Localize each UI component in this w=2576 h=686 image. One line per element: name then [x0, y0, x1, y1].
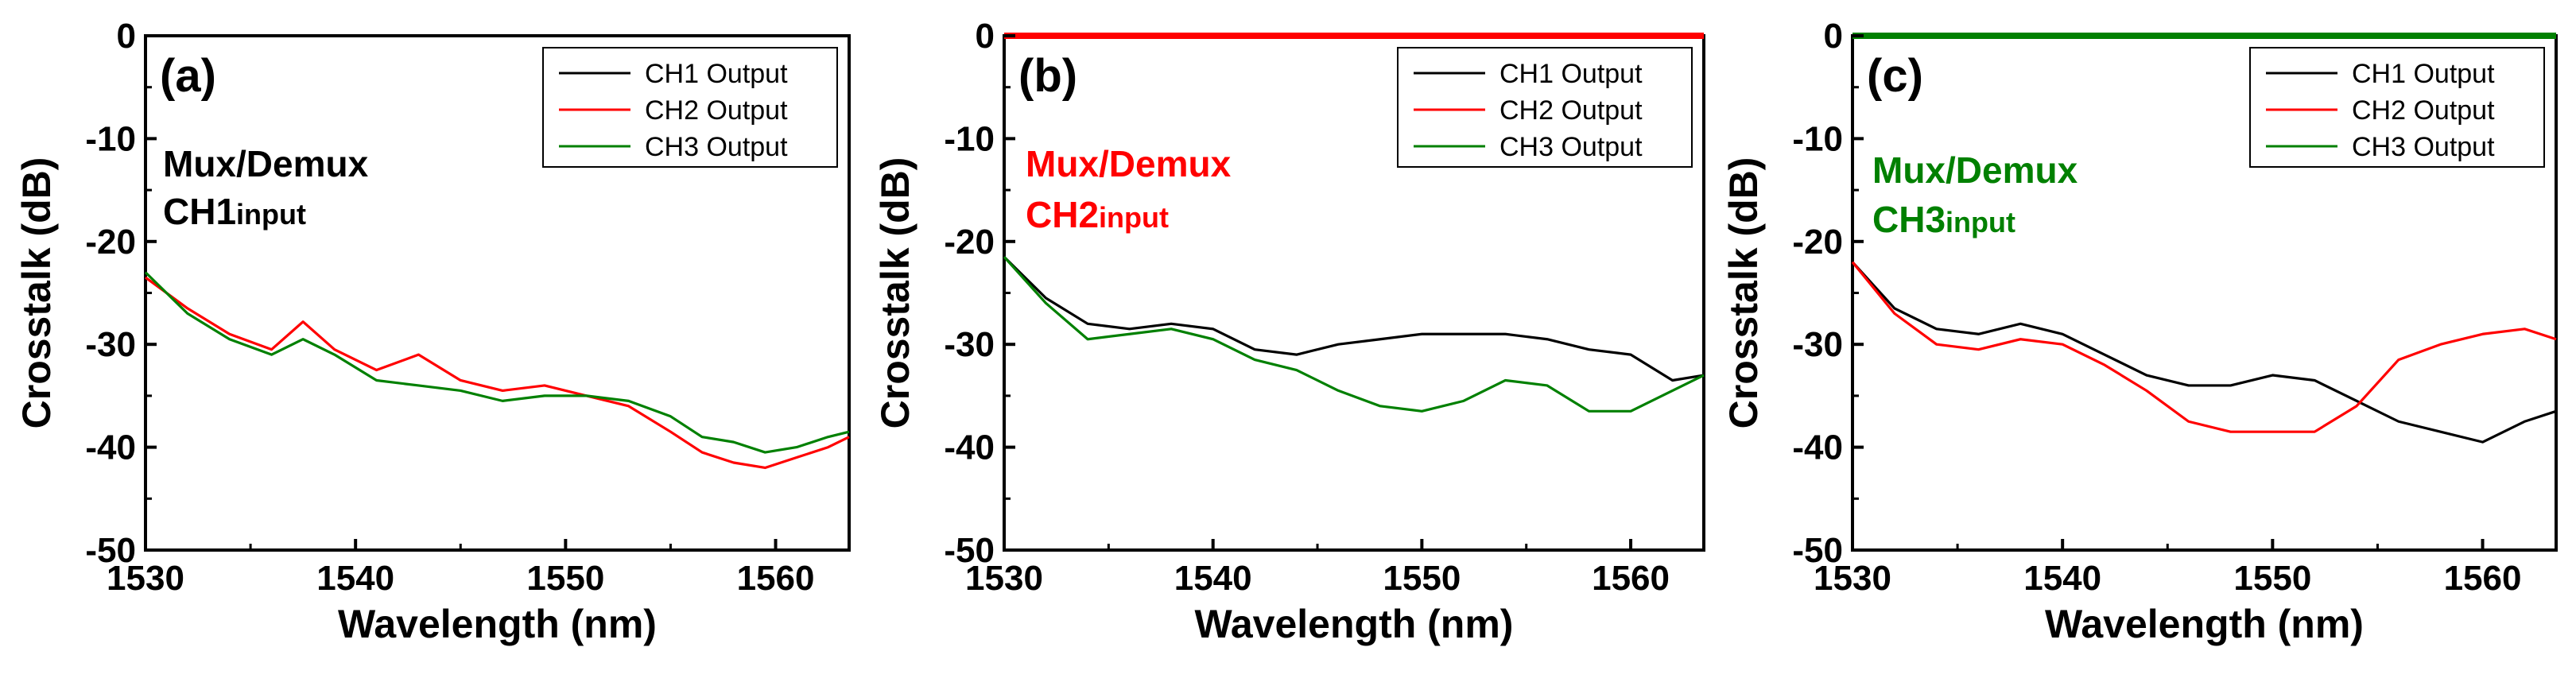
- y-tick-label: -20: [1792, 223, 1843, 262]
- annotation-subscript: input: [1099, 201, 1169, 234]
- x-axis-title: Wavelength (nm): [1195, 602, 1514, 646]
- x-tick-label: 1530: [107, 559, 184, 598]
- y-tick-label: -30: [944, 325, 995, 364]
- y-tick-label: -50: [1792, 531, 1843, 570]
- annotation-line2: CH3input: [1872, 199, 2015, 240]
- x-tick-label: 1550: [526, 559, 604, 598]
- panel-label: (b): [1018, 50, 1077, 102]
- annotation-subscript: input: [236, 198, 306, 231]
- annotation-channel: CH2: [1026, 194, 1099, 235]
- legend-entry: CH3 Output: [1499, 132, 1643, 162]
- x-axis-title: Wavelength (nm): [2045, 602, 2364, 646]
- legend-entry: CH2 Output: [2352, 95, 2495, 126]
- y-axis-title: Crosstalk (dB): [14, 157, 59, 429]
- annotation-subscript: input: [1946, 206, 2015, 238]
- x-tick-label: 1560: [737, 559, 815, 598]
- y-axis-title: Crosstalk (dB): [1721, 157, 1766, 429]
- legend-entry: CH1 Output: [2352, 59, 2495, 89]
- legend: CH1 Output CH2 Output CH3 Output: [1397, 47, 1693, 168]
- y-tick-label: -50: [85, 531, 136, 570]
- x-axis-title: Wavelength (nm): [338, 602, 657, 646]
- x-tick-label: 1540: [2023, 559, 2101, 598]
- legend-entry: CH2 Output: [645, 95, 788, 126]
- y-tick-label: -40: [85, 428, 136, 467]
- y-tick-label: -40: [1792, 428, 1843, 467]
- legend-entry: CH3 Output: [645, 132, 788, 162]
- x-tick-label: 1560: [2444, 559, 2522, 598]
- annotation-line1: Mux/Demux: [163, 143, 369, 184]
- legend: CH1 Output CH2 Output CH3 Output: [2249, 47, 2545, 168]
- y-tick-label: -50: [944, 531, 995, 570]
- y-tick-label: -30: [85, 325, 136, 364]
- annotation-line1: Mux/Demux: [1026, 143, 1232, 184]
- series-line-ch2-output: [1851, 261, 2557, 433]
- annotation-line1: Mux/Demux: [1872, 149, 2078, 191]
- legend-entry: CH2 Output: [1499, 95, 1643, 126]
- y-tick-label: 0: [976, 17, 995, 56]
- x-tick-label: 1530: [965, 559, 1043, 598]
- x-tick-label: 1550: [2233, 559, 2311, 598]
- y-tick-label: -10: [1792, 119, 1843, 158]
- y-tick-label: -20: [85, 223, 136, 262]
- x-tick-label: 1540: [1174, 559, 1252, 598]
- annotation-line2: CH2input: [1026, 194, 1169, 235]
- y-tick-label: -20: [944, 223, 995, 262]
- panel-label: (a): [160, 50, 216, 102]
- x-tick-label: 1550: [1383, 559, 1461, 598]
- y-tick-label: 0: [1824, 17, 1843, 56]
- series-line-ch2-output: [145, 276, 850, 470]
- annotation-line2: CH1input: [163, 191, 306, 232]
- legend-entry: CH3 Output: [2352, 132, 2495, 162]
- y-axis-title: Crosstalk (dB): [873, 157, 918, 429]
- x-tick-label: 1540: [316, 559, 394, 598]
- y-tick-label: -40: [944, 428, 995, 467]
- x-tick-label: 1530: [1814, 559, 1891, 598]
- series-line-ch1-output: [1003, 256, 1705, 382]
- legend-entry: CH1 Output: [645, 59, 788, 89]
- y-tick-label: -10: [85, 119, 136, 158]
- annotation-channel: CH1: [163, 191, 236, 232]
- y-tick-label: -30: [1792, 325, 1843, 364]
- panel-label: (c): [1867, 50, 1923, 102]
- legend: CH1 Output CH2 Output CH3 Output: [542, 47, 838, 168]
- series-line-ch1-output: [1851, 261, 2557, 444]
- series-line-ch3-output: [144, 271, 850, 454]
- series-line-ch3-output: [1003, 256, 1705, 413]
- x-tick-label: 1560: [1592, 559, 1670, 598]
- y-tick-label: -10: [944, 119, 995, 158]
- legend-entry: CH1 Output: [1499, 59, 1643, 89]
- annotation-channel: CH3: [1872, 199, 1946, 240]
- y-tick-label: 0: [117, 17, 136, 56]
